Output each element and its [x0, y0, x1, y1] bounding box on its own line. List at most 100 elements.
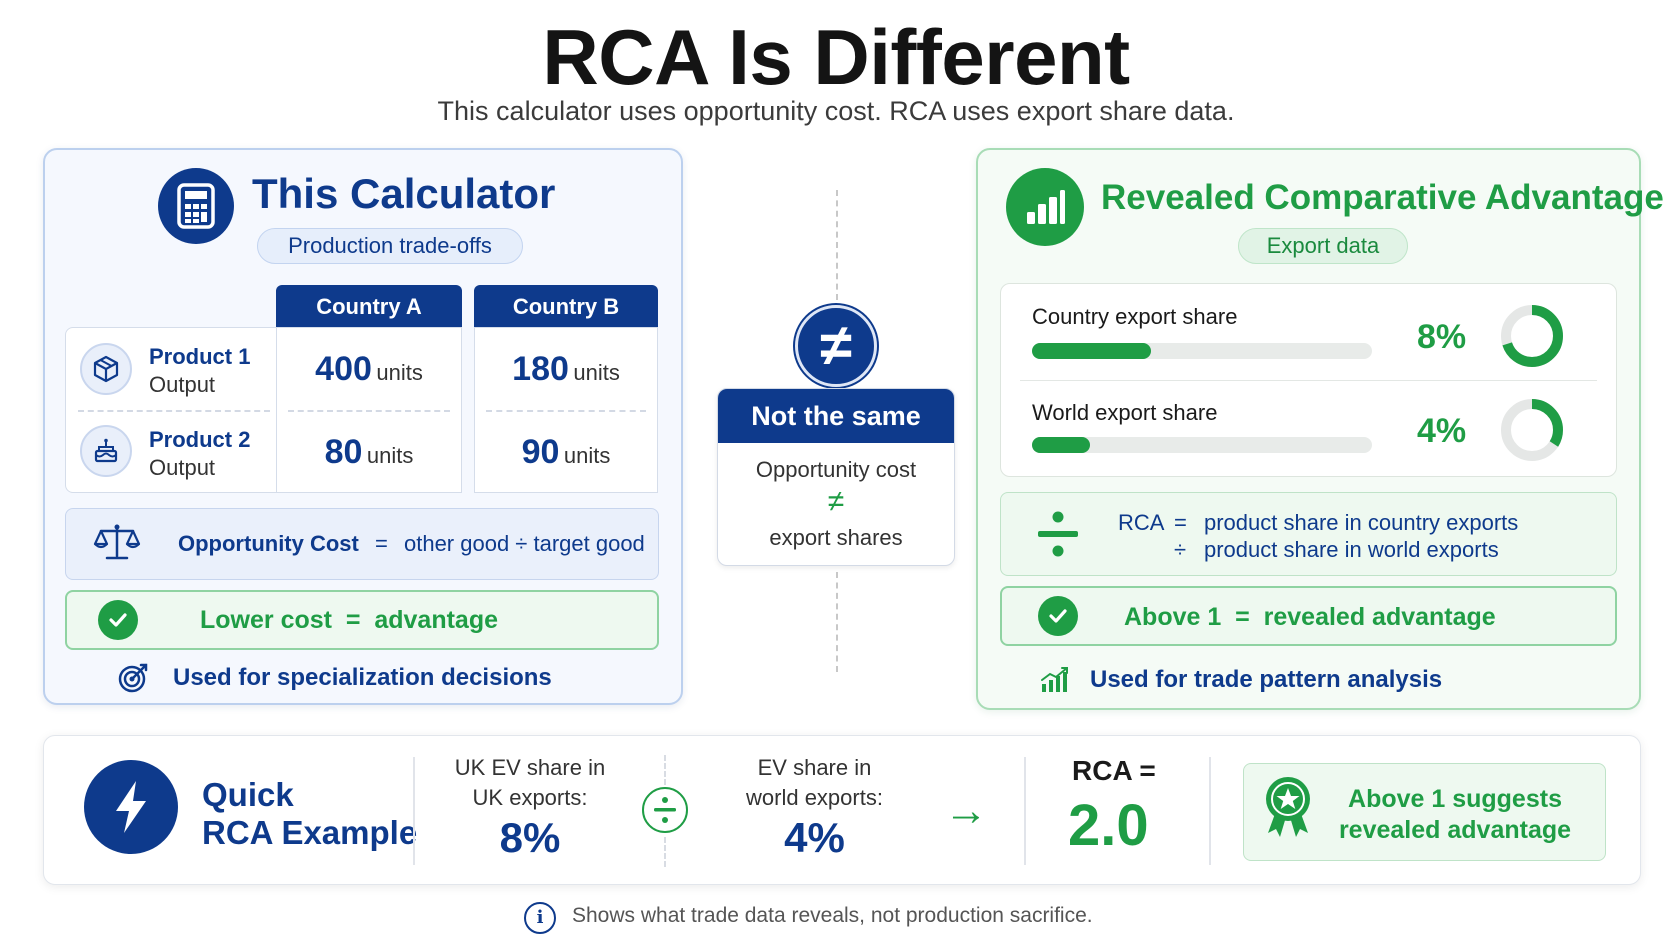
- strip-separator: [664, 755, 666, 785]
- formula-rhs: other good ÷ target good: [403, 531, 645, 556]
- opportunity-cost-formula: [65, 508, 659, 580]
- scale-icon: [93, 522, 141, 567]
- rca-footer: Used for trade pattern analysis: [1090, 666, 1443, 693]
- world-share-label: World export share: [1032, 400, 1218, 425]
- page-title: RCA Is Different: [542, 13, 1130, 101]
- product-2-subtitle: Output: [149, 455, 216, 480]
- lower-cost-advantage: [65, 590, 659, 650]
- world-share-value: 4%: [1417, 412, 1467, 450]
- world-share-example-label: EV share in world exports:: [712, 753, 917, 813]
- formula-text: Opportunity Cost = other good ÷ target g…: [178, 531, 645, 557]
- rca-result-value: 2.0: [1068, 793, 1149, 858]
- world-share-example-value: 4%: [784, 814, 845, 861]
- calculator-title: This Calculator: [252, 170, 556, 217]
- cell-value: 180: [512, 350, 569, 388]
- not-equal-glyph: ≠: [827, 485, 845, 518]
- cell-value: 80: [324, 433, 363, 471]
- cell-a-product-2: 80 units: [276, 433, 462, 472]
- country-share-label: Country export share: [1032, 304, 1238, 329]
- not-the-same-heading: Not the same: [718, 389, 954, 443]
- box-icon: [80, 343, 132, 395]
- uk-share-value: 8%: [499, 814, 561, 861]
- strip-separator: [664, 837, 666, 867]
- arrow-right-icon: →: [944, 786, 988, 835]
- suggestion-line1: Above 1 suggests: [1348, 785, 1562, 813]
- calculator-icon: [158, 168, 234, 244]
- world-label-line1: EV share in: [757, 755, 872, 780]
- check-icon: [98, 600, 138, 640]
- share-divider: [1020, 380, 1597, 381]
- country-share-ring-arc: [1501, 305, 1563, 367]
- not-the-same-card: Not the same Opportunity cost ≠ export s…: [717, 388, 955, 566]
- strip-separator: [1024, 757, 1026, 865]
- bottom-note: Shows what trade data reveals, not produ…: [572, 904, 1093, 927]
- award-ribbon-icon: [1262, 775, 1314, 846]
- country-share-value: 8%: [1417, 318, 1467, 356]
- divide-icon: [642, 787, 688, 833]
- cell-b-product-2: 90 units: [474, 433, 658, 472]
- cell-a-product-1: 400 units: [276, 350, 462, 389]
- world-share-bar-fill: [1032, 437, 1090, 453]
- not-equal-icon: ≠: [795, 305, 877, 387]
- country-share-bar-fill: [1032, 343, 1151, 359]
- world-label-line2: world exports:: [746, 785, 883, 810]
- row-divider: [486, 410, 646, 412]
- revealed-advantage: [1000, 586, 1617, 646]
- product-2-title: Product 2: [149, 427, 251, 452]
- lightning-icon: [84, 760, 178, 854]
- cell-unit: units: [376, 360, 423, 385]
- growth-chart-icon: [1040, 666, 1070, 699]
- product-1-subtitle: Output: [149, 372, 216, 397]
- cake-icon: [80, 425, 132, 477]
- page-subtitle: This calculator uses opportunity cost. R…: [437, 96, 1235, 126]
- country-share-ring: [1501, 305, 1563, 367]
- rca-formula-divide: ÷: [1174, 537, 1187, 562]
- cell-unit: units: [573, 360, 620, 385]
- cell-b-product-1: 180 units: [474, 350, 658, 389]
- formula-equals: =: [375, 531, 388, 556]
- uk-share-label: UK EV share in UK exports:: [430, 753, 630, 813]
- divide-icon: [1036, 510, 1080, 563]
- rca-formula-label: RCA: [1118, 510, 1165, 535]
- uk-label-line1: UK EV share in: [454, 755, 606, 780]
- target-icon: [117, 661, 151, 700]
- not-the-same-line2: export shares: [769, 525, 903, 550]
- quick-title-line1: Quick: [202, 776, 294, 813]
- formula-label: Opportunity Cost: [178, 531, 359, 556]
- suggestion-line2: revealed advantage: [1338, 816, 1572, 844]
- bar-chart-icon: [1006, 168, 1084, 246]
- country-share-bar: [1032, 343, 1372, 359]
- rca-formula: [1000, 492, 1617, 576]
- world-share-ring: [1501, 399, 1563, 461]
- row-divider: [288, 410, 450, 412]
- strip-separator: [413, 757, 415, 865]
- not-the-same-line1: Opportunity cost: [755, 457, 917, 482]
- quick-title-line2: RCA Example: [202, 814, 418, 851]
- cell-unit: units: [563, 443, 611, 468]
- strip-separator: [1209, 757, 1211, 865]
- calculator-tag: Production trade-offs: [257, 228, 523, 264]
- rca-result-label: RCA =: [1072, 755, 1156, 786]
- uk-label-line2: UK exports:: [472, 785, 588, 810]
- column-country-a: Country A: [276, 285, 462, 329]
- calculator-footer: Used for specialization decisions: [173, 664, 552, 691]
- rca-formula-equals: =: [1174, 510, 1187, 535]
- world-share-bar: [1032, 437, 1372, 453]
- rca-formula-line1: product share in country exports: [1204, 510, 1519, 535]
- product-1-title: Product 1: [149, 344, 251, 369]
- cell-value: 90: [521, 433, 560, 471]
- quick-example-title: Quick RCA Example: [202, 776, 417, 852]
- check-icon: [1038, 596, 1078, 636]
- column-country-b: Country B: [474, 285, 658, 329]
- world-share-ring-arc: [1501, 399, 1563, 461]
- rca-tag: Export data: [1238, 228, 1408, 264]
- middle-divider: [836, 572, 838, 672]
- cell-value: 400: [315, 350, 372, 388]
- row-divider: [78, 410, 270, 412]
- cell-unit: units: [366, 443, 414, 468]
- info-icon: i: [524, 902, 556, 934]
- middle-divider: [836, 190, 838, 300]
- rca-formula-line2: product share in world exports: [1204, 537, 1499, 562]
- rca-title: Revealed Comparative Advantage: [1101, 178, 1664, 217]
- revealed-advantage-text: Above 1 = revealed advantage: [1124, 603, 1496, 631]
